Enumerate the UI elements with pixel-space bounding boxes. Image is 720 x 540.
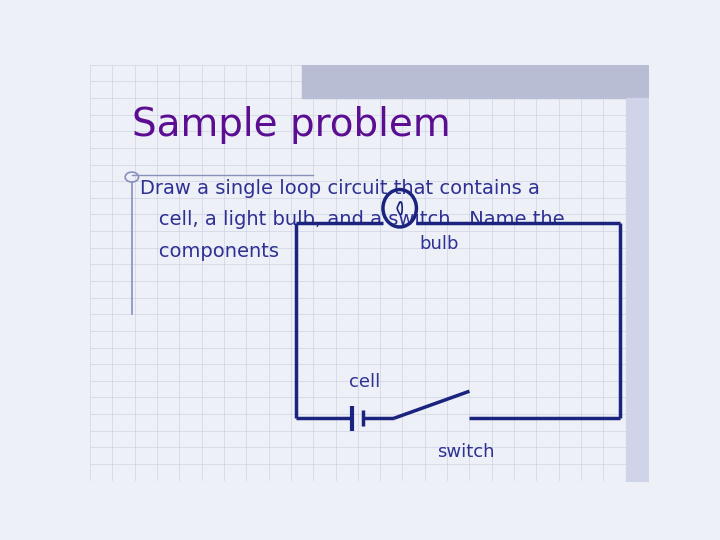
Text: switch: switch — [437, 443, 495, 461]
Text: components: components — [140, 241, 279, 260]
Text: bulb: bulb — [419, 235, 459, 253]
Text: cell, a light bulb, and a switch.  Name the: cell, a light bulb, and a switch. Name t… — [140, 210, 565, 230]
Text: cell: cell — [349, 373, 381, 391]
Text: Draw a single loop circuit that contains a: Draw a single loop circuit that contains… — [140, 179, 540, 198]
Text: Sample problem: Sample problem — [132, 106, 451, 144]
